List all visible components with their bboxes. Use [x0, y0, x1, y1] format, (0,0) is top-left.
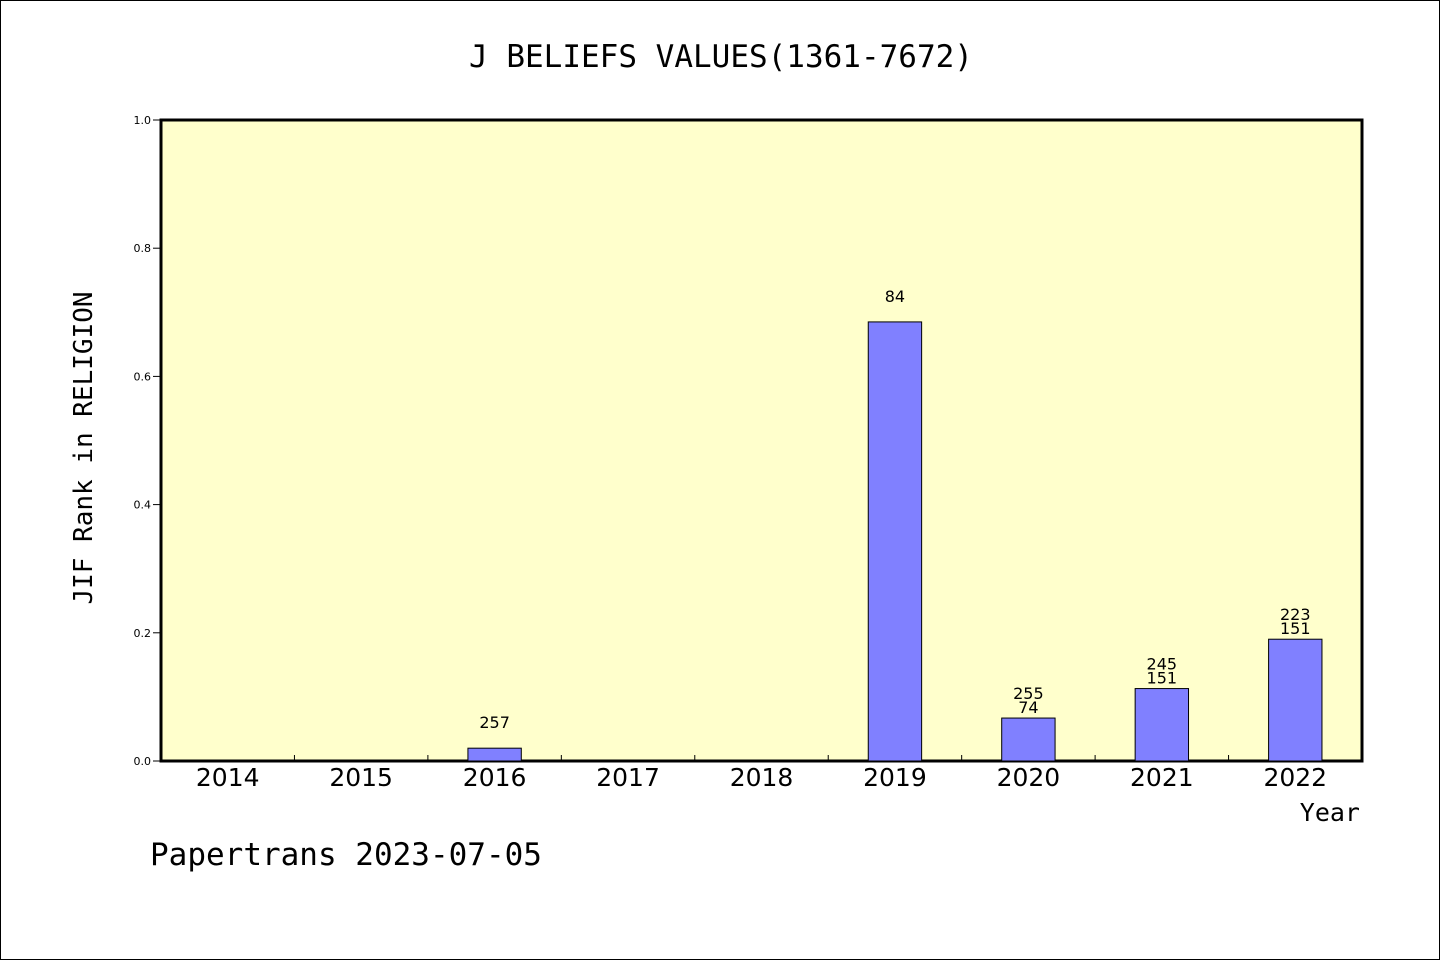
bar — [467, 747, 522, 762]
bar — [1134, 688, 1190, 762]
plot-area — [159, 118, 1364, 763]
x-tick-label: 2017 — [596, 763, 660, 792]
y-tick-label: 0.2 — [134, 627, 152, 640]
x-tick-label: 2018 — [730, 763, 794, 792]
x-tick-label: 2020 — [997, 763, 1061, 792]
chart-title: J BELIEFS VALUES(1361-7672) — [469, 39, 973, 75]
x-tick-label: 2014 — [196, 763, 260, 792]
bar — [1268, 638, 1323, 762]
y-axis-label: JIF Rank in RELIGION — [69, 291, 99, 604]
bar-data-label: 74 — [1018, 698, 1038, 717]
x-tick-label: 2016 — [463, 763, 527, 792]
bar-data-label: 223 — [1280, 605, 1311, 624]
x-tick-label: 2021 — [1130, 763, 1194, 792]
x-axis-label: Year — [1300, 798, 1360, 827]
bar-data-label: 257 — [479, 713, 510, 732]
bar-data-label: 255 — [1013, 684, 1044, 703]
y-tick-label: 0.0 — [134, 755, 152, 768]
bar — [867, 321, 923, 762]
bar-data-label: 151 — [1280, 619, 1311, 638]
x-tick-label: 2015 — [329, 763, 393, 792]
bar — [1001, 717, 1056, 762]
axes-layer: 0.0 0.2 0.4 0.6 0.8 1.0 2014 2015 2016 2017 2018 20… — [134, 114, 1328, 792]
y-tick-label: 0.6 — [134, 370, 152, 383]
y-tick-label: 0.8 — [134, 242, 152, 255]
x-tick-label: 2019 — [863, 763, 927, 792]
footer-text: Papertrans 2023-07-05 — [150, 837, 542, 873]
bar-data-label: 245 — [1147, 655, 1178, 674]
y-tick-label: 1.0 — [134, 114, 152, 127]
x-tick-label: 2022 — [1263, 763, 1327, 792]
bar-data-label: 84 — [885, 287, 905, 306]
bar-data-label: 151 — [1147, 669, 1178, 688]
y-tick-label: 0.4 — [134, 499, 152, 512]
